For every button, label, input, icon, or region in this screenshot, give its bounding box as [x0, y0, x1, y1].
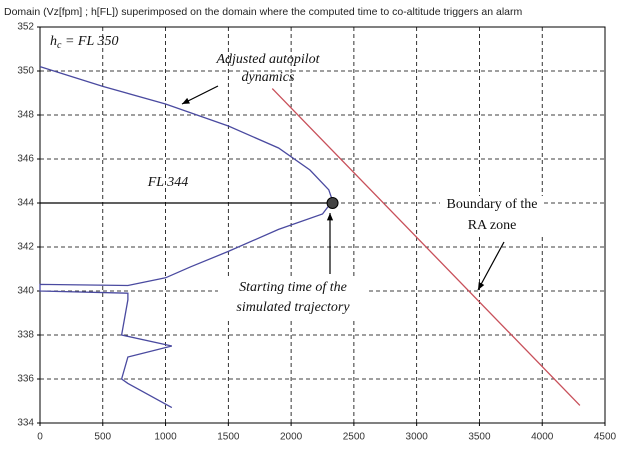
annotation: Starting time of the: [239, 280, 347, 295]
annotation: RA zone: [468, 218, 517, 233]
y-tick-label: 338: [17, 330, 34, 341]
x-tick-label: 2000: [280, 432, 303, 443]
x-tick-label: 2500: [343, 432, 366, 443]
y-tick-label: 348: [17, 110, 34, 121]
y-tick-label: 336: [17, 374, 34, 385]
start-point: [326, 197, 339, 209]
x-tick-label: 3500: [468, 432, 491, 443]
x-tick-label: 0: [37, 432, 43, 443]
x-tick-label: 1000: [154, 432, 177, 443]
annotation-part: h: [50, 34, 57, 49]
y-tick-label: 334: [17, 418, 34, 429]
arrow: [477, 241, 505, 291]
x-tick-label: 4500: [594, 432, 617, 443]
y-tick-label: 340: [17, 286, 34, 297]
annotation: Boundary of the: [447, 197, 538, 212]
y-tick-label: 344: [17, 198, 34, 209]
y-tick-label: 342: [17, 242, 34, 253]
annotation: dynamics: [242, 70, 295, 85]
annotation: FL 344: [147, 175, 189, 190]
series-line: [39, 65, 334, 409]
y-tick-label: 350: [17, 66, 34, 77]
annotation: Adjusted autopilot: [215, 52, 320, 67]
arrow-head: [182, 97, 190, 104]
annotation-part: = FL 350: [61, 34, 118, 49]
annotation: hc = FL 350: [50, 34, 119, 51]
y-tick-label: 346: [17, 154, 34, 165]
arrow-head: [326, 213, 334, 221]
series-line: [271, 88, 581, 406]
arrow-head: [478, 282, 485, 290]
x-tick-label: 1500: [217, 432, 240, 443]
x-tick-label: 3000: [406, 432, 429, 443]
y-tick-label: 352: [17, 22, 34, 33]
x-tick-label: 500: [94, 432, 111, 443]
label-bg: [218, 278, 368, 318]
x-tick-label: 4000: [531, 432, 554, 443]
label-bg: [440, 196, 544, 236]
annotation: simulated trajectory: [236, 300, 350, 315]
chart-title: Domain (Vz[fpm] ; h[FL]) superimposed on…: [4, 6, 522, 18]
annotation-part: c: [57, 40, 62, 51]
